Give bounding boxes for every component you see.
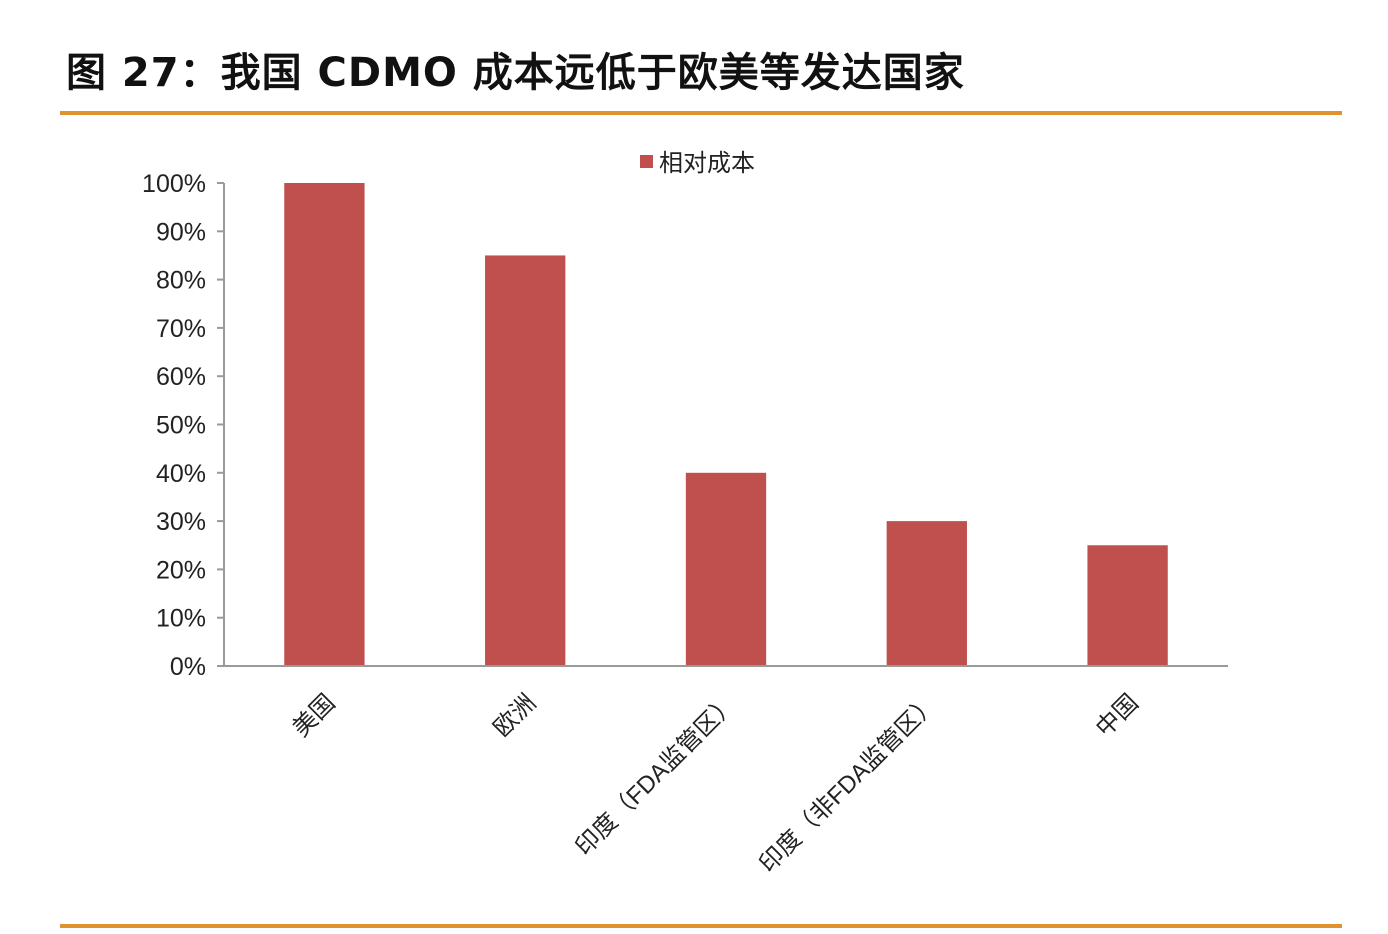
legend-label: 相对成本 bbox=[659, 150, 755, 177]
y-tick-label: 90% bbox=[156, 218, 206, 246]
y-tick-label: 30% bbox=[156, 508, 206, 536]
legend: 相对成本 bbox=[640, 150, 755, 177]
y-tick-label: 100% bbox=[142, 170, 206, 198]
y-tick-label: 80% bbox=[156, 267, 206, 295]
y-tick-label: 10% bbox=[156, 605, 206, 633]
y-tick-label: 0% bbox=[170, 653, 206, 681]
x-category-label: 中国 bbox=[1091, 689, 1144, 742]
y-tick-label: 70% bbox=[156, 315, 206, 343]
y-tick-label: 50% bbox=[156, 412, 206, 440]
x-category-label: 印度（非FDA监管区） bbox=[754, 689, 943, 878]
x-axis: 美国 欧洲 印度（FDA监管区） 印度（非FDA监管区） 中国 bbox=[224, 665, 1228, 878]
x-category-label: 美国 bbox=[288, 689, 341, 742]
bars bbox=[284, 183, 1168, 666]
legend-swatch bbox=[640, 155, 653, 168]
x-category-label: 印度（FDA监管区） bbox=[570, 689, 742, 861]
bar bbox=[284, 183, 365, 666]
figure-title: 图 27：我国 CDMO 成本远低于欧美等发达国家 bbox=[66, 50, 965, 96]
top-divider bbox=[60, 111, 1342, 115]
bar bbox=[1087, 545, 1168, 666]
y-tick-label: 60% bbox=[156, 363, 206, 391]
bar bbox=[886, 521, 967, 666]
bottom-divider bbox=[60, 924, 1342, 928]
x-category-label: 欧洲 bbox=[488, 689, 541, 742]
y-tick-label: 40% bbox=[156, 460, 206, 488]
bar bbox=[685, 472, 767, 666]
y-tick-label: 20% bbox=[156, 556, 206, 584]
y-axis: 0% 10% 20% 30% 40% 50% 60% 70% 80% 90% 100% bbox=[142, 170, 225, 681]
bar bbox=[485, 255, 566, 666]
